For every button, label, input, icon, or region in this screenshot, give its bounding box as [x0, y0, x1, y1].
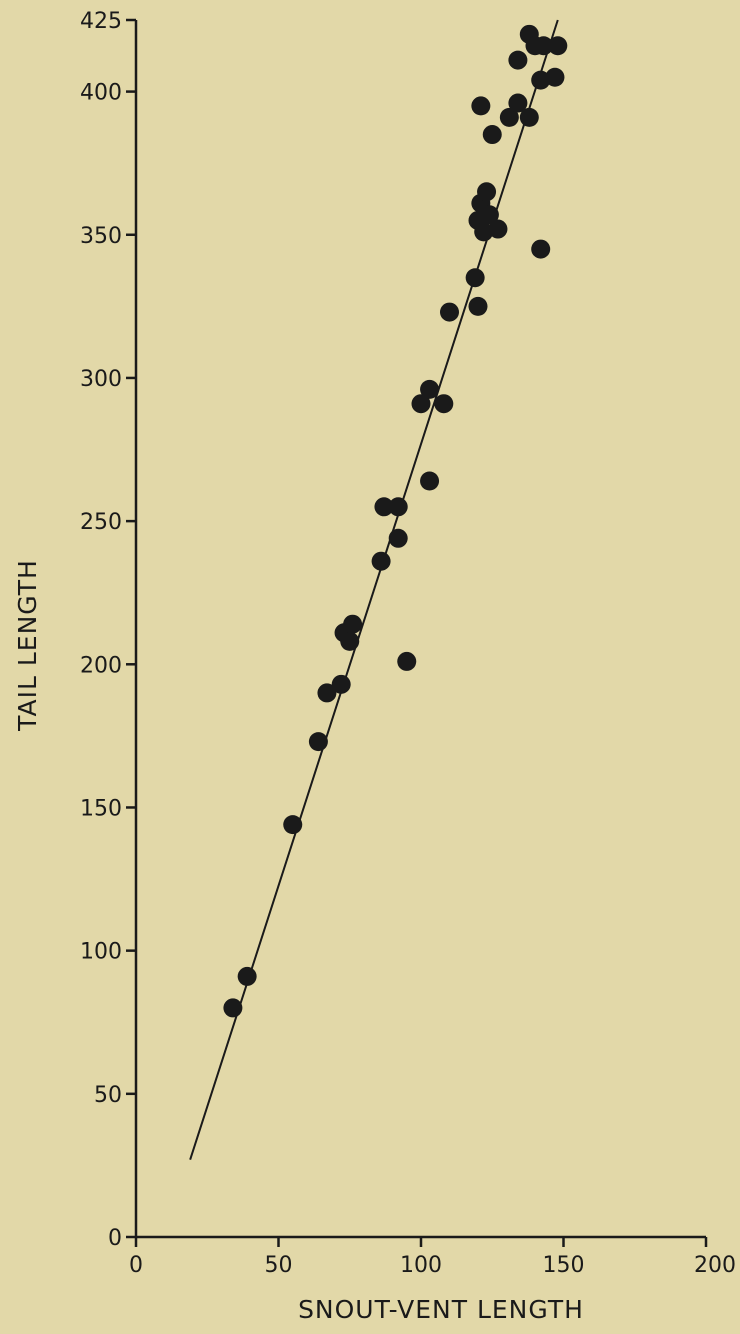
- data-point: [545, 67, 565, 87]
- data-point: [308, 732, 328, 752]
- data-point: [499, 107, 519, 127]
- data-point: [420, 379, 440, 399]
- data-point: [531, 239, 551, 259]
- data-point: [237, 966, 257, 986]
- y-tick-label: 250: [80, 510, 122, 535]
- x-tick-label: 0: [129, 1253, 143, 1278]
- regression-line: [189, 19, 559, 1160]
- data-point: [343, 614, 363, 634]
- data-point: [488, 219, 508, 239]
- x-tick-label: 100: [400, 1253, 442, 1278]
- data-point: [531, 70, 551, 90]
- data-point: [223, 998, 243, 1018]
- data-point: [388, 497, 408, 517]
- data-point: [331, 674, 351, 694]
- y-tick-label: 200: [80, 653, 122, 678]
- data-point: [371, 551, 391, 571]
- axis-ticks: 0 50 100 150 200 250 300 350 400 425 0 50 100 150 200: [80, 9, 736, 1278]
- data-point: [474, 222, 494, 242]
- data-point: [388, 528, 408, 548]
- y-tick-label: 425: [80, 9, 122, 34]
- y-tick-label: 350: [80, 224, 122, 249]
- axes: [134, 20, 706, 1239]
- data-point: [465, 268, 485, 288]
- y-tick-label: 150: [80, 796, 122, 821]
- y-tick-label: 50: [94, 1083, 122, 1108]
- fit-line: [189, 19, 559, 1160]
- data-point: [411, 394, 431, 414]
- data-point: [479, 205, 499, 225]
- data-point: [482, 125, 502, 145]
- x-axis-title: SNOUT-VENT LENGTH: [298, 1295, 584, 1324]
- data-point: [477, 182, 497, 202]
- x-tick-label: 150: [543, 1253, 585, 1278]
- data-point: [317, 683, 337, 703]
- data-point: [397, 651, 417, 671]
- data-point: [548, 36, 568, 56]
- y-tick-label: 400: [80, 81, 122, 106]
- data-point: [534, 36, 554, 56]
- y-tick-label: 0: [108, 1226, 122, 1251]
- data-point: [440, 302, 459, 322]
- y-tick-label: 300: [80, 367, 122, 392]
- x-tick-label: 50: [265, 1253, 293, 1278]
- data-points: [223, 24, 568, 1018]
- data-point: [508, 50, 528, 70]
- data-point: [374, 497, 394, 517]
- data-point: [471, 96, 491, 116]
- y-tick-label: 100: [80, 940, 122, 965]
- data-point: [420, 471, 440, 491]
- data-point: [519, 107, 539, 127]
- data-point: [508, 93, 528, 113]
- y-axis-title: TAIL LENGTH: [13, 559, 42, 732]
- x-tick-label: 200: [694, 1253, 736, 1278]
- data-point: [434, 394, 454, 414]
- data-point: [340, 631, 360, 651]
- data-point: [283, 815, 303, 835]
- data-point: [468, 296, 488, 316]
